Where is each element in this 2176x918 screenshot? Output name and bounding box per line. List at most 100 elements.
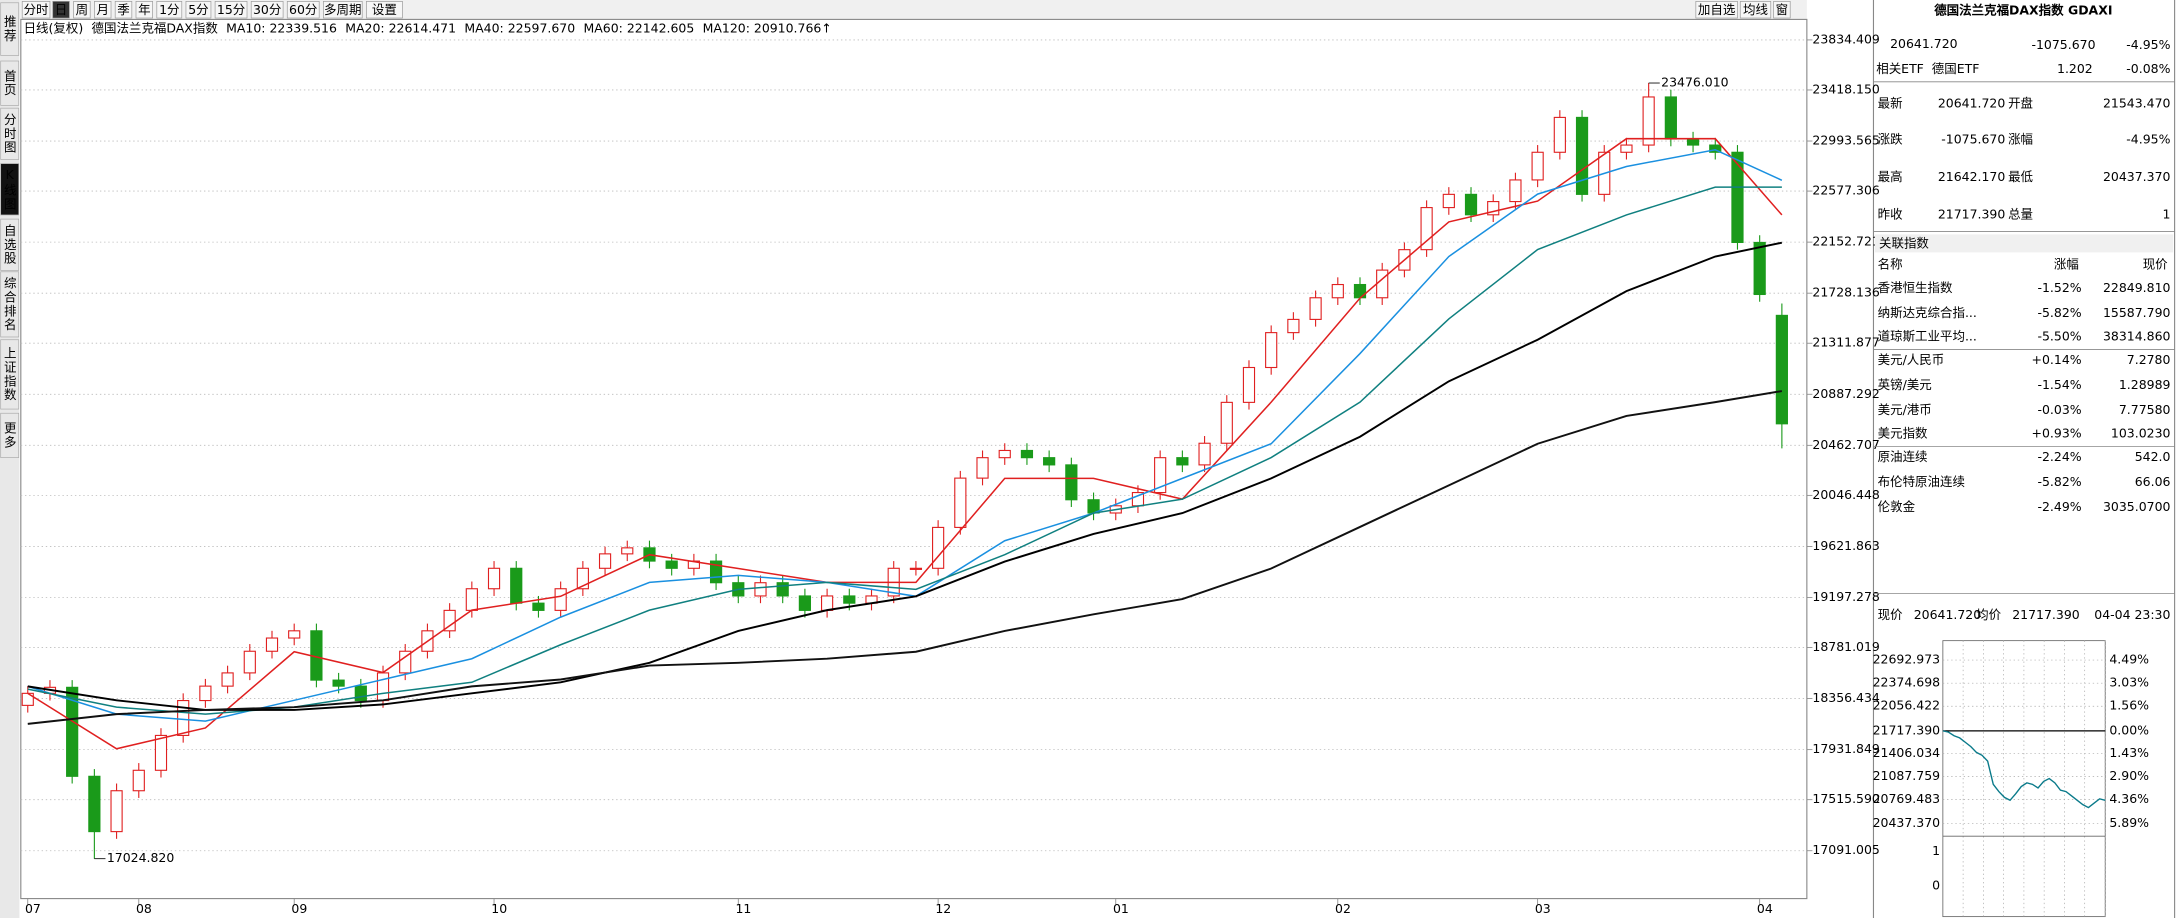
candle-body xyxy=(265,637,279,652)
sidebar-tab-label[interactable]: 综合排名 xyxy=(2,277,17,332)
mini-label: 现价 xyxy=(1878,607,1903,622)
period-label[interactable]: 设置 xyxy=(372,2,397,17)
period-button[interactable] xyxy=(73,1,91,19)
section-title: 关联指数 xyxy=(1879,236,1929,251)
mini-avg: 21717.390 xyxy=(2012,607,2080,622)
period-label[interactable]: 30分 xyxy=(253,2,281,17)
period-button[interactable] xyxy=(94,1,112,19)
period-button[interactable] xyxy=(135,1,153,19)
sidebar-tab-label[interactable]: 上证指数 xyxy=(2,347,17,402)
period-button[interactable] xyxy=(185,1,212,19)
x-tick-label: 08 xyxy=(136,901,152,916)
tool-label[interactable]: 均线 xyxy=(1743,2,1768,17)
candle-body xyxy=(510,567,523,604)
x-tick-label: 12 xyxy=(935,901,951,916)
period-label[interactable]: 60分 xyxy=(289,2,317,17)
period-button[interactable] xyxy=(323,1,363,19)
sidebar-tab[interactable] xyxy=(0,412,20,458)
candle-body xyxy=(332,679,345,687)
candle-body xyxy=(843,595,856,604)
sidebar-tab[interactable] xyxy=(0,163,20,216)
column-header: 现价 xyxy=(2143,256,2168,271)
field-label: 涨幅 xyxy=(2008,132,2033,147)
period-label[interactable]: 季 xyxy=(117,2,129,17)
related-name[interactable]: 香港恒生指数 xyxy=(1878,280,1953,295)
sidebar-tab-label[interactable]: 更多 xyxy=(2,422,17,450)
sidebar-tab-label[interactable]: K线图 xyxy=(2,167,17,211)
legend-entry: MA20: 22614.471 xyxy=(345,21,456,36)
candle-body xyxy=(932,526,945,569)
period-button[interactable] xyxy=(156,1,183,19)
x-tick-label: 02 xyxy=(1335,901,1351,916)
related-name[interactable]: 伦敦金 xyxy=(1878,499,1916,514)
related-name[interactable]: 美元/港币 xyxy=(1878,402,1932,417)
period-label[interactable]: 年 xyxy=(138,2,150,17)
tool-button[interactable] xyxy=(1695,1,1738,19)
period-label[interactable]: 5分 xyxy=(188,2,208,17)
mini-pct-label: 2.90% xyxy=(2109,768,2149,783)
related-name[interactable]: 原油连续 xyxy=(1878,449,1928,464)
kline-chart: 23834.409 23418.150 22993.565 22577.306 2215… xyxy=(20,21,1880,916)
candle-body xyxy=(1642,96,1655,146)
period-label[interactable]: 日 xyxy=(55,2,67,17)
y-tick-label: 18356.434 xyxy=(1812,690,1880,705)
period-button[interactable] xyxy=(366,1,403,19)
sidebar-tab[interactable] xyxy=(0,60,20,106)
sidebar-tab[interactable] xyxy=(0,218,20,271)
sidebar-tab[interactable] xyxy=(0,271,20,338)
related-name[interactable]: 布伦特原油连续 xyxy=(1878,474,1965,489)
extreme-label: 23476.010 xyxy=(1661,75,1729,90)
related-name[interactable]: 美元/人民币 xyxy=(1878,352,1945,367)
sidebar-tab-label[interactable]: 首页 xyxy=(2,69,17,97)
sidebar-tab-label[interactable]: 自选股 xyxy=(2,224,17,266)
related-name[interactable]: 纳斯达克综合指... xyxy=(1878,305,1977,320)
period-label[interactable]: 多周期 xyxy=(324,2,361,17)
tool-label[interactable]: 窗 xyxy=(1776,2,1788,17)
sidebar-tab[interactable] xyxy=(0,2,20,56)
x-tick-label: 01 xyxy=(1113,901,1129,916)
period-label[interactable]: 分时 xyxy=(24,2,49,17)
period-button[interactable] xyxy=(52,1,70,19)
tool-button[interactable] xyxy=(1739,1,1772,19)
candle-body xyxy=(199,685,212,702)
tool-label[interactable]: 加自选 xyxy=(1698,2,1736,17)
sidebar-tab-label[interactable]: 分时图 xyxy=(2,113,17,155)
period-button[interactable] xyxy=(286,1,320,19)
related-name[interactable]: 英镑/美元 xyxy=(1878,377,1932,392)
related-price: 103.0230 xyxy=(2111,426,2171,441)
y-tick-label: 23834.409 xyxy=(1812,31,1880,46)
etf-pct: -0.08% xyxy=(2126,61,2170,76)
ma-line xyxy=(27,390,1783,725)
field-label: 开盘 xyxy=(2008,96,2033,111)
related-name[interactable]: 道琼斯工业平均... xyxy=(1878,328,1977,343)
sidebar-tab[interactable] xyxy=(0,339,20,410)
period-label[interactable]: 15分 xyxy=(217,2,245,17)
sidebar-tab[interactable] xyxy=(0,107,20,160)
candle-body xyxy=(443,609,456,632)
mini-pct-label: 0.00% xyxy=(2109,722,2149,737)
period-label[interactable]: 1分 xyxy=(159,2,179,17)
etf-name[interactable]: 德国ETF xyxy=(1932,61,1980,76)
etf-label: 相关ETF xyxy=(1876,61,1924,76)
period-button[interactable] xyxy=(214,1,248,19)
field-value: -1075.670 xyxy=(1941,132,2005,147)
period-button[interactable] xyxy=(21,1,51,19)
candle-body xyxy=(376,672,390,702)
related-name[interactable]: 美元指数 xyxy=(1878,426,1928,441)
candle-body xyxy=(221,672,234,687)
quote-title: 德国法兰克福DAX指数 GDAXI xyxy=(1934,3,2112,18)
candle-body xyxy=(88,775,101,833)
tool-button[interactable] xyxy=(1773,1,1791,19)
candle-body xyxy=(1775,314,1788,425)
related-pct: -5.50% xyxy=(2037,328,2081,343)
period-button[interactable] xyxy=(250,1,284,19)
candle-body xyxy=(243,650,256,674)
x-tick-label: 10 xyxy=(491,901,507,916)
x-tick-label: 07 xyxy=(25,901,41,916)
y-tick-label: 20046.448 xyxy=(1812,487,1880,502)
period-label[interactable]: 周 xyxy=(76,2,88,17)
sidebar-tab-label[interactable]: 推荐 xyxy=(2,15,17,43)
period-label[interactable]: 月 xyxy=(96,2,108,17)
candle-body xyxy=(1220,401,1233,444)
period-button[interactable] xyxy=(114,1,133,19)
